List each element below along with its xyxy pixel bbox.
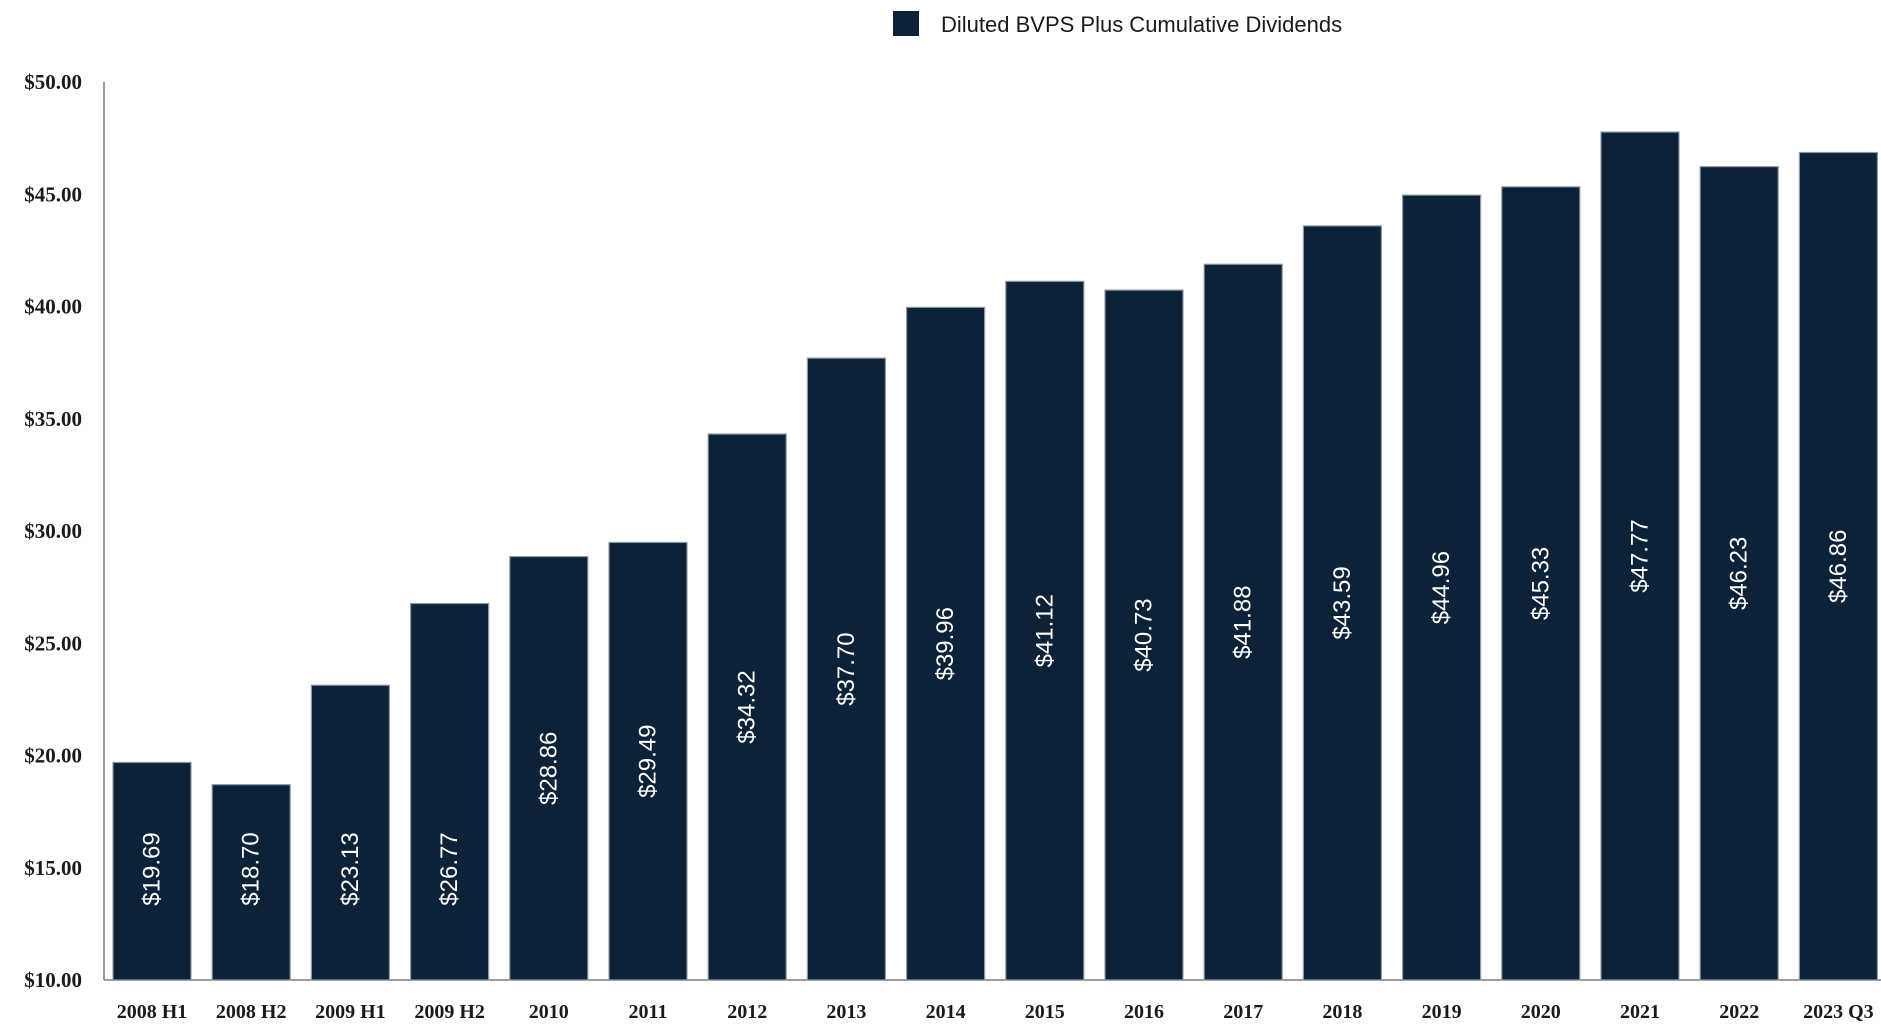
bar-data-label: $40.73: [1131, 598, 1158, 671]
y-tick-label: $25.00: [24, 631, 82, 655]
x-tick-label: 2011: [629, 1001, 668, 1022]
x-tick-label: 2009 H1: [315, 1001, 386, 1022]
bar-data-label: $41.12: [1031, 594, 1058, 667]
bar: [1401, 194, 1482, 981]
bar: [1104, 289, 1184, 981]
x-tick-label: 2014: [926, 1001, 966, 1022]
bar-data-label: $29.49: [635, 725, 662, 798]
bar-data-label: $34.32: [734, 670, 761, 743]
bar-data-label: $45.33: [1527, 547, 1554, 620]
y-tick-label: $50.00: [24, 70, 82, 94]
bar-data-label: $46.23: [1726, 537, 1753, 610]
y-axis: $10.00 $15.00 $20.00 $25.00 $30.00 $35.00 $40.…: [24, 70, 105, 992]
bar: [1302, 225, 1383, 981]
x-tick-label: 2008 H1: [117, 1001, 188, 1022]
bar: [608, 541, 688, 981]
bar: [707, 433, 787, 981]
bar: [211, 784, 291, 981]
y-tick-label: $30.00: [24, 519, 82, 543]
x-axis: 2008 H1 2008 H2 2009 H1 2009 H2 2010 2011 2012…: [104, 979, 1881, 1023]
x-tick-label: 2016: [1124, 1001, 1164, 1022]
bar: [1005, 280, 1085, 981]
bar-data-label: $26.77: [436, 832, 463, 905]
x-tick-label: 2019: [1422, 1001, 1462, 1022]
bar: [1798, 151, 1879, 981]
x-tick-label: 2009 H2: [414, 1001, 485, 1022]
bar: [310, 684, 390, 981]
y-tick-label: $35.00: [24, 407, 82, 431]
y-tick-label: $15.00: [24, 856, 82, 880]
bar-data-label: $28.86: [535, 732, 562, 805]
legend-swatch: [893, 11, 919, 36]
bar-data-label: $19.69: [139, 832, 166, 905]
bar-data-label: $23.13: [337, 832, 364, 905]
x-tick-label: 2018: [1322, 1001, 1362, 1022]
x-tick-label: 2015: [1025, 1001, 1065, 1022]
bar: [509, 555, 589, 981]
bar: [112, 761, 192, 981]
bar-data-label: $18.70: [238, 832, 265, 905]
x-tick-label: 2013: [826, 1001, 866, 1022]
x-tick-label: 2017: [1223, 1001, 1263, 1022]
bar: [1600, 131, 1680, 981]
bar-data-label: $47.77: [1627, 519, 1654, 592]
x-tick-label: 2023 Q3: [1803, 1001, 1874, 1022]
bar-data-label: $41.88: [1230, 585, 1257, 658]
x-tick-label: 2021: [1620, 1001, 1660, 1022]
x-tick-label: 2008 H2: [216, 1001, 287, 1022]
y-tick-label: $20.00: [24, 744, 82, 768]
bar: [1699, 166, 1779, 981]
x-tick-label: 2010: [529, 1001, 569, 1022]
x-tick-label: 2020: [1521, 1001, 1561, 1022]
bar: [410, 602, 490, 981]
bar: [806, 357, 887, 981]
bar: [905, 306, 986, 981]
bars: $19.69 $18.70 $23.13 $26.77 $28.86 $29.49 $34.…: [112, 131, 1879, 981]
bar-data-label: $43.59: [1329, 566, 1356, 639]
y-tick-label: $10.00: [24, 968, 82, 992]
legend: Diluted BVPS Plus Cumulative Dividends: [893, 11, 1342, 37]
legend-label: Diluted BVPS Plus Cumulative Dividends: [941, 12, 1342, 37]
x-tick-label: 2022: [1719, 1001, 1759, 1022]
x-tick-label: 2012: [727, 1001, 767, 1022]
bar-data-label: $46.86: [1825, 530, 1852, 603]
bar-data-label: $39.96: [932, 607, 959, 680]
bar-data-label: $44.96: [1428, 551, 1455, 624]
bar-data-label: $37.70: [833, 632, 860, 705]
bar: [1203, 263, 1283, 981]
y-tick-label: $40.00: [24, 295, 82, 319]
y-tick-label: $45.00: [24, 182, 82, 206]
bar: [1501, 186, 1581, 981]
